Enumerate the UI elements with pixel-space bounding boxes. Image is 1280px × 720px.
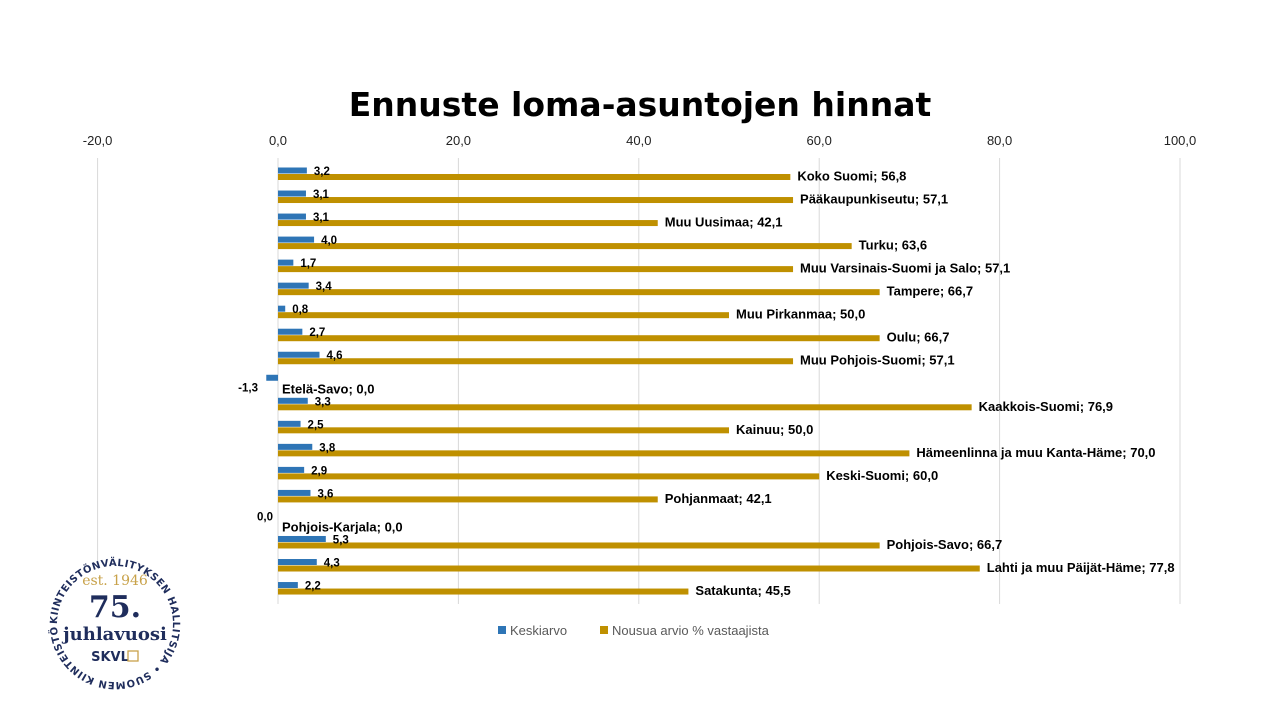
bars [266,167,980,595]
data-label-nousua: Kaakkois-Suomi; 76,9 [979,399,1113,414]
bar-nousua [278,220,658,227]
bar-keskiarvo [278,328,303,335]
bar-nousua [278,197,794,204]
data-label-nousua: Oulu; 66,7 [887,330,950,345]
data-label-keskiarvo: 3,4 [316,281,333,293]
data-label-nousua: Lahti ja muu Päijät-Häme; 77,8 [987,560,1175,575]
bar-nousua [278,588,689,595]
bar-keskiarvo [278,351,320,358]
x-tick-label: 0,0 [269,133,287,148]
x-tick-label: -20,0 [83,133,113,148]
bar-nousua [278,565,980,572]
bar-keskiarvo [278,282,309,289]
bar-keskiarvo [278,167,307,174]
bar-nousua [278,358,794,365]
legend-swatch-keskiarvo [498,626,506,634]
bar-nousua [278,450,910,457]
bar-keskiarvo [278,535,326,542]
data-label-nousua: Kainuu; 50,0 [736,422,813,437]
badge-brand: SKVL [91,650,129,665]
data-label-nousua: Pohjois-Savo; 66,7 [887,537,1003,552]
data-label-keskiarvo: 4,3 [324,558,340,570]
data-label-nousua: Muu Pohjois-Suomi; 57,1 [800,353,955,368]
anniversary-badge-logo: KIINTEISTÖNVÄLITYKSEN HALLITSIJA • SUOME… [0,9,181,690]
data-label-keskiarvo: 1,7 [300,258,316,270]
data-label-nousua: Hämeenlinna ja muu Kanta-Häme; 70,0 [916,445,1155,460]
data-label-keskiarvo: 3,1 [313,189,330,201]
data-label-keskiarvo: 4,6 [326,350,342,362]
gridlines [97,158,1181,604]
data-label-keskiarvo: 2,5 [308,419,325,431]
data-label-keskiarvo: 3,6 [317,488,333,500]
bar-keskiarvo [278,559,317,566]
data-label-nousua: Tampere; 66,7 [887,284,973,299]
x-tick-label: 60,0 [807,133,832,148]
bar-keskiarvo [278,420,301,427]
x-tick-label: 20,0 [446,133,471,148]
data-label-keskiarvo: 2,2 [305,581,321,593]
bar-nousua [278,427,729,434]
data-label-nousua: Etelä-Savo; 0,0 [282,381,375,396]
bar-keskiarvo [278,190,306,197]
data-label-keskiarvo: 3,1 [313,212,330,224]
data-label-keskiarvo: -1,3 [238,382,258,394]
bar-keskiarvo [266,374,278,381]
data-label-nousua: Muu Pirkanmaa; 50,0 [736,307,865,322]
data-label-keskiarvo: 0,0 [257,511,273,523]
x-tick-label: 80,0 [987,133,1012,148]
bar-keskiarvo [278,443,313,450]
data-label-nousua: Koko Suomi; 56,8 [797,169,906,184]
bar-keskiarvo [278,397,308,404]
data-label-nousua: Muu Varsinais-Suomi ja Salo; 57,1 [800,261,1010,276]
bar-nousua [278,404,972,411]
data-label-keskiarvo: 5,3 [333,534,349,546]
chart-title: Ennuste loma-asuntojen hinnat [349,85,932,124]
bar-keskiarvo [278,489,311,496]
bar-nousua [278,266,794,273]
badge-number: 75. [89,590,141,625]
legend-label-keskiarvo: Keskiarvo [510,623,567,638]
bar-nousua [278,496,658,503]
data-label-nousua: Pääkaupunkiseutu; 57,1 [800,192,948,207]
x-axis-ticks: -20,0 0,0 20,0 40,0 60,0 80,0 100,0 [83,133,1196,148]
bar-nousua [278,289,880,296]
bar-keskiarvo [278,213,306,220]
x-tick-label: 40,0 [626,133,651,148]
bar-keskiarvo [278,582,298,589]
data-label-keskiarvo: 2,7 [309,327,325,339]
data-labels: 3,2 Koko Suomi; 56,8 3,1 Pääkaupunkiseutu; … [238,166,1174,598]
data-label-nousua: Pohjois-Karjala; 0,0 [282,519,403,534]
bar-nousua [278,335,880,342]
data-label-keskiarvo: 3,8 [319,442,336,454]
bar-keskiarvo [278,259,294,266]
badge-word: juhlavuosi [61,624,167,645]
bar-keskiarvo [278,305,286,312]
data-label-nousua: Keski-Suomi; 60,0 [826,468,938,483]
data-label-keskiarvo: 4,0 [321,235,337,247]
bar-keskiarvo [278,466,305,473]
data-label-nousua: Muu Uusimaa; 42,1 [665,215,783,230]
badge-brand-mark [127,650,139,662]
data-label-keskiarvo: 3,3 [315,396,331,408]
bar-nousua [278,473,820,480]
data-label-nousua: Turku; 63,6 [859,238,927,253]
bar-nousua [278,312,729,319]
bar-nousua [278,174,791,180]
legend: Keskiarvo Nousua arvio % vastaajista [498,623,770,638]
bar-keskiarvo [278,236,315,243]
data-label-keskiarvo: 0,8 [292,304,309,316]
data-label-nousua: Pohjanmaat; 42,1 [665,491,772,506]
legend-swatch-nousua [600,626,608,634]
data-label-keskiarvo: 2,9 [311,465,327,477]
data-label-keskiarvo: 3,2 [314,166,330,178]
bar-nousua [278,243,852,250]
bar-nousua [278,542,880,549]
legend-label-nousua: Nousua arvio % vastaajista [612,623,770,638]
badge-est: est. 1946 [82,573,148,589]
data-label-nousua: Satakunta; 45,5 [695,583,790,598]
x-tick-label: 100,0 [1164,133,1197,148]
